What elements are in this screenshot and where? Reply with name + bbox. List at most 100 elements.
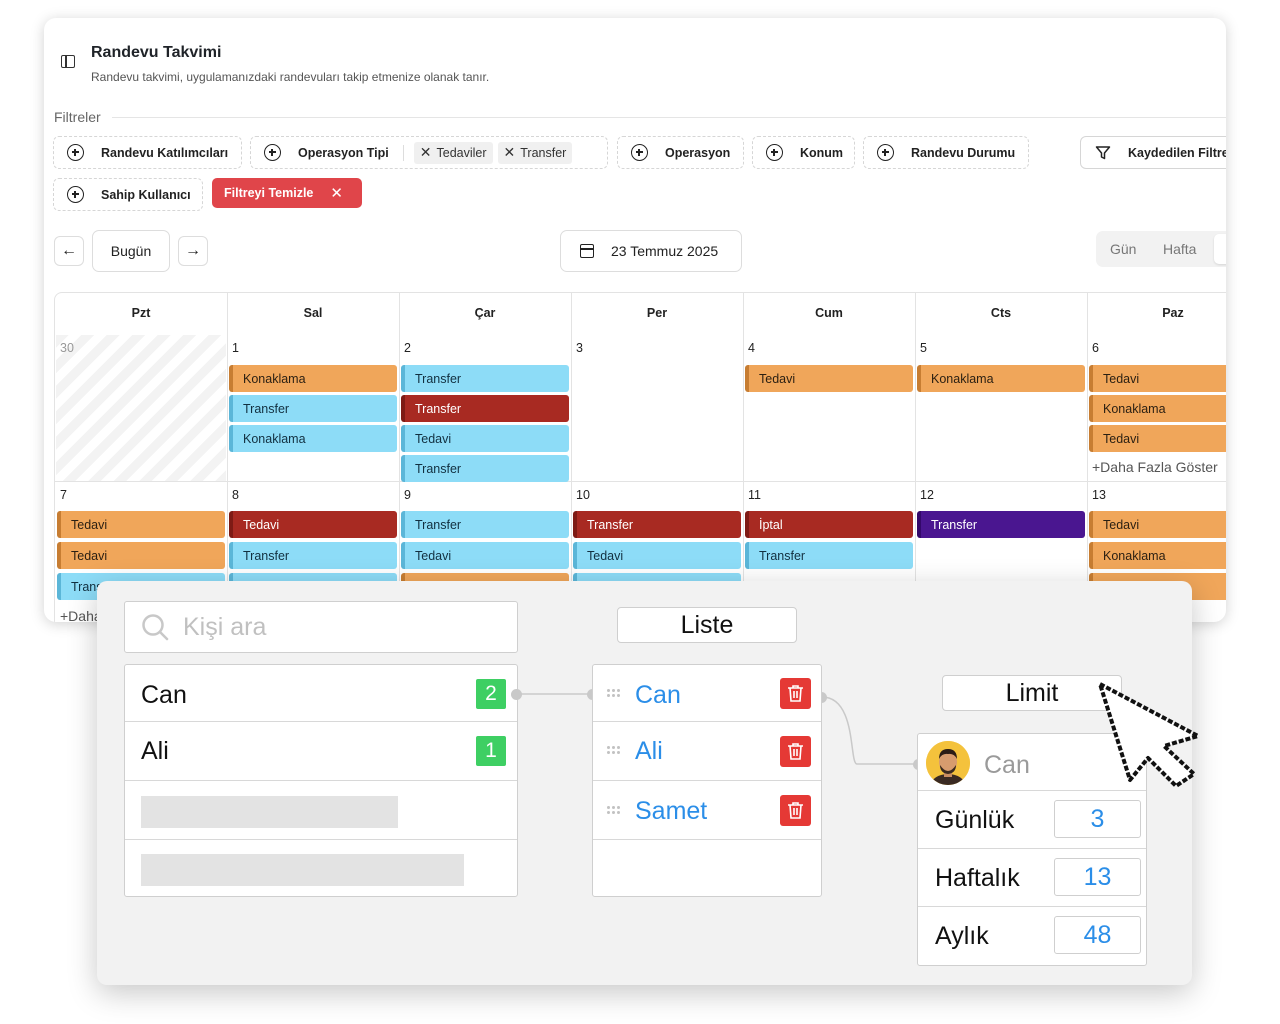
calendar-event[interactable]: Tedavi bbox=[401, 425, 569, 452]
calendar-event[interactable]: Tedavi bbox=[745, 365, 913, 392]
filter-operation-type[interactable]: Operasyon Tipi ✕ Tedaviler ✕ Transfer bbox=[250, 136, 608, 169]
grid-column-line bbox=[915, 293, 916, 622]
calendar-event[interactable]: Tedavi bbox=[57, 511, 225, 538]
list-item[interactable]: Ali 1 bbox=[125, 722, 517, 781]
calendar-event[interactable]: Transfer bbox=[229, 542, 397, 569]
day-number[interactable]: 9 bbox=[404, 488, 411, 502]
drag-handle-icon[interactable] bbox=[607, 806, 625, 816]
calendar-event[interactable]: Tedavi bbox=[1089, 511, 1226, 538]
person-name: Can bbox=[141, 681, 187, 709]
arrow-right-icon: → bbox=[185, 242, 201, 259]
avatar bbox=[926, 741, 970, 785]
day-number[interactable]: 10 bbox=[576, 488, 590, 502]
list-item[interactable]: Can 2 bbox=[125, 665, 517, 722]
limit-label: Aylık bbox=[935, 922, 989, 950]
list-person-name: Can bbox=[635, 681, 681, 709]
view-day-tab[interactable]: Gün bbox=[1110, 241, 1137, 257]
filter-status[interactable]: Randevu Durumu bbox=[863, 136, 1029, 169]
day-number[interactable]: 5 bbox=[920, 341, 927, 355]
filter-label: Operasyon Tipi bbox=[298, 145, 389, 160]
view-active-tab[interactable] bbox=[1214, 234, 1226, 264]
filter-owner[interactable]: Sahip Kullanıcı bbox=[53, 178, 203, 211]
list-item[interactable]: Can bbox=[593, 665, 821, 722]
day-number[interactable]: 1 bbox=[232, 341, 239, 355]
grid-column-line bbox=[743, 293, 744, 622]
filter-tag-tedaviler[interactable]: ✕ Tedaviler bbox=[413, 141, 493, 164]
limit-daily-input[interactable]: 3 bbox=[1054, 800, 1141, 838]
calendar-event[interactable]: Tedavi bbox=[57, 542, 225, 569]
delete-button[interactable] bbox=[780, 736, 811, 767]
day-number[interactable]: 12 bbox=[920, 488, 934, 502]
close-icon[interactable]: ✕ bbox=[503, 144, 516, 160]
filter-location[interactable]: Konum bbox=[752, 136, 855, 169]
day-number[interactable]: 8 bbox=[232, 488, 239, 502]
calendar-event[interactable]: Transfer bbox=[573, 511, 741, 538]
day-number[interactable]: 30 bbox=[60, 341, 74, 355]
day-number[interactable]: 7 bbox=[60, 488, 67, 502]
limit-title-button[interactable]: Limit bbox=[942, 675, 1122, 711]
filter-operation[interactable]: Operasyon bbox=[617, 136, 744, 169]
day-number[interactable]: 3 bbox=[576, 341, 583, 355]
drag-handle-icon[interactable] bbox=[607, 746, 625, 756]
calendar-event[interactable]: Transfer bbox=[917, 511, 1085, 538]
show-more-link[interactable]: +Daha Fazla Göster bbox=[1092, 459, 1218, 475]
drag-handle-icon[interactable] bbox=[607, 689, 625, 699]
filters-divider bbox=[112, 117, 1226, 118]
today-button[interactable]: Bugün bbox=[92, 230, 170, 272]
delete-button[interactable] bbox=[780, 795, 811, 826]
calendar-event[interactable]: Transfer bbox=[401, 455, 569, 482]
filter-participants[interactable]: Randevu Katılımcıları bbox=[53, 136, 242, 169]
limit-weekly-input[interactable]: 13 bbox=[1054, 858, 1141, 896]
calendar-event[interactable]: Konaklama bbox=[229, 365, 397, 392]
connector-handle[interactable] bbox=[511, 689, 522, 700]
selected-list: Can Ali Samet bbox=[592, 664, 822, 897]
day-number[interactable]: 11 bbox=[748, 488, 761, 502]
calendar-event[interactable]: Transfer bbox=[229, 395, 397, 422]
list-item[interactable]: Samet bbox=[593, 781, 821, 840]
trash-icon bbox=[788, 685, 803, 702]
tag-label: Tedaviler bbox=[436, 145, 487, 160]
calendar-event[interactable]: Konaklama bbox=[1089, 395, 1226, 422]
calendar-card: Randevu Takvimi Randevu takvimi, uygulam… bbox=[44, 18, 1226, 622]
plus-circle-icon bbox=[67, 186, 84, 203]
next-button[interactable]: → bbox=[178, 236, 208, 266]
calendar-event[interactable]: Transfer bbox=[401, 511, 569, 538]
calendar-event[interactable]: İptal bbox=[745, 511, 913, 538]
calendar-event[interactable]: Transfer bbox=[401, 395, 569, 422]
calendar-event[interactable]: Tedavi bbox=[401, 542, 569, 569]
calendar-event[interactable]: Tedavi bbox=[1089, 365, 1226, 392]
sidebar-toggle-icon[interactable] bbox=[61, 55, 75, 68]
calendar-event[interactable]: Konaklama bbox=[1089, 542, 1226, 569]
saved-filters-button[interactable]: Kaydedilen Filtreler bbox=[1080, 136, 1226, 169]
calendar-event[interactable]: Tedavi bbox=[229, 511, 397, 538]
day-number[interactable]: 6 bbox=[1092, 341, 1099, 355]
day-number[interactable]: 2 bbox=[404, 341, 411, 355]
calendar-event[interactable]: Konaklama bbox=[229, 425, 397, 452]
day-number[interactable]: 4 bbox=[748, 341, 755, 355]
outside-month-cell bbox=[56, 335, 226, 481]
clear-filter-button[interactable]: Filtreyi Temizle ✕ bbox=[212, 178, 362, 208]
search-input[interactable]: Kişi ara bbox=[124, 601, 518, 653]
month-grid: Pzt Sal Çar Per Cum Cts Paz 30 1 Konaklama Transfe… bbox=[54, 292, 1226, 622]
list-item[interactable]: Ali bbox=[593, 722, 821, 781]
limit-panel: Kişi ara Can 2 Ali 1 bbox=[97, 581, 1192, 985]
day-number[interactable]: 13 bbox=[1092, 488, 1106, 502]
grid-column-line bbox=[1087, 293, 1088, 622]
date-picker-button[interactable]: 23 Temmuz 2025 bbox=[560, 230, 742, 272]
limit-monthly-input[interactable]: 48 bbox=[1054, 916, 1141, 954]
list-title-button[interactable]: Liste bbox=[617, 607, 797, 643]
delete-button[interactable] bbox=[780, 678, 811, 709]
show-more-link[interactable]: +Daha bbox=[60, 608, 102, 622]
view-week-tab[interactable]: Hafta bbox=[1163, 241, 1197, 257]
weekday-header: Çar bbox=[474, 306, 496, 320]
calendar-event[interactable]: Transfer bbox=[401, 365, 569, 392]
filter-tag-transfer[interactable]: ✕ Transfer bbox=[497, 141, 573, 164]
prev-button[interactable]: ← bbox=[54, 236, 84, 266]
filters-label: Filtreler bbox=[54, 109, 101, 125]
close-icon[interactable]: ✕ bbox=[419, 144, 432, 160]
calendar-event[interactable]: Konaklama bbox=[917, 365, 1085, 392]
calendar-event[interactable]: Transfer bbox=[745, 542, 913, 569]
calendar-event[interactable]: Tedavi bbox=[573, 542, 741, 569]
calendar-event[interactable]: Tedavi bbox=[1089, 425, 1226, 452]
page-title: Randevu Takvimi bbox=[91, 44, 222, 61]
